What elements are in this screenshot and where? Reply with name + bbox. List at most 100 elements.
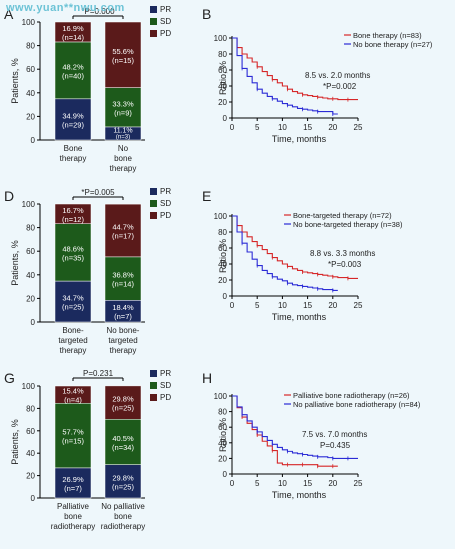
annotation-median-H: 7.5 vs. 7.0 months bbox=[302, 430, 367, 439]
x-tick-label-E: 5 bbox=[255, 301, 260, 310]
y-tick-label-A: 40 bbox=[26, 89, 35, 98]
x-tick-label-B: 20 bbox=[328, 123, 337, 132]
y-tick-label-A: 80 bbox=[26, 42, 35, 51]
bar-n-label: (n=9) bbox=[114, 108, 132, 117]
y-axis-label-D: Patients, % bbox=[10, 240, 20, 286]
annotation-median-B: 8.5 vs. 2.0 months bbox=[305, 71, 370, 80]
bar-n-label: (n=7) bbox=[64, 484, 82, 493]
y-tick-label-D: 40 bbox=[26, 271, 35, 280]
bar-n-label: (n=3) bbox=[116, 134, 130, 140]
legend-swatch-PR bbox=[150, 370, 157, 377]
bar-pct-label: 16.7% bbox=[62, 206, 84, 215]
bar-category-label: targeted bbox=[108, 336, 137, 345]
y-tick-label-D: 80 bbox=[26, 224, 35, 233]
y-tick-label-H: 80 bbox=[218, 408, 227, 417]
bar-pct-label: 48.6% bbox=[62, 244, 84, 253]
bar-n-label: (n=25) bbox=[62, 303, 84, 312]
bar-segment-D bbox=[104, 256, 142, 301]
bar-n-label: (n=14) bbox=[62, 33, 84, 42]
panel-letter-A: A bbox=[4, 6, 14, 22]
y-tick-label-D: 0 bbox=[31, 318, 36, 327]
bar-pct-label: 16.9% bbox=[62, 24, 84, 33]
y-tick-label-H: 40 bbox=[218, 439, 227, 448]
y-tick-label-G: 60 bbox=[26, 427, 35, 436]
legend-label-PR: PR bbox=[160, 187, 171, 196]
bar-n-label: (n=40) bbox=[62, 71, 84, 80]
bar-pct-label: 18.4% bbox=[112, 303, 134, 312]
bar-segment-A bbox=[104, 21, 142, 88]
bar-segment-D bbox=[54, 223, 92, 282]
legend-label-PD: PD bbox=[160, 29, 171, 38]
legend-label-E: No bone-targeted therapy (n=38) bbox=[293, 220, 403, 229]
y-tick-label-B: 40 bbox=[218, 82, 227, 91]
panel-letter-B: B bbox=[202, 6, 211, 22]
bar-pct-label: 44.7% bbox=[112, 222, 134, 231]
x-axis-label-H: Time, months bbox=[272, 490, 327, 500]
x-axis-label-B: Time, months bbox=[272, 134, 327, 144]
y-tick-label-H: 60 bbox=[218, 423, 227, 432]
legend-label-SD: SD bbox=[160, 199, 171, 208]
annotation-pvalue-E: *P=0.003 bbox=[328, 260, 362, 269]
bar-category-label: No bone- bbox=[107, 326, 140, 335]
bar-pct-label: 36.8% bbox=[112, 271, 134, 280]
bar-category-label: therapy bbox=[60, 154, 87, 163]
y-tick-label-B: 100 bbox=[214, 34, 228, 43]
bar-segment-G bbox=[104, 464, 142, 499]
bar-category-label: Palliative bbox=[57, 502, 90, 511]
pvalue-label-G: P=0.231 bbox=[83, 369, 114, 378]
bar-category-label: targeted bbox=[58, 336, 87, 345]
bar-pct-label: 29.8% bbox=[112, 395, 134, 404]
legend-label-PR: PR bbox=[160, 369, 171, 378]
bar-n-label: (n=25) bbox=[112, 404, 134, 413]
legend-swatch-PR bbox=[150, 6, 157, 13]
y-axis-label-A: Patients, % bbox=[10, 58, 20, 104]
annotation-median-E: 8.8 vs. 3.3 months bbox=[310, 249, 375, 258]
bar-category-label: bone bbox=[114, 512, 132, 521]
y-tick-label-E: 80 bbox=[218, 228, 227, 237]
bar-pct-label: 48.2% bbox=[62, 62, 84, 71]
y-tick-label-G: 40 bbox=[26, 449, 35, 458]
legend-swatch-PD bbox=[150, 212, 157, 219]
bar-segment-D bbox=[54, 280, 92, 323]
x-axis-label-E: Time, months bbox=[272, 312, 327, 322]
legend-label-PD: PD bbox=[160, 393, 171, 402]
y-tick-label-H: 20 bbox=[218, 454, 227, 463]
panel-letter-E: E bbox=[202, 188, 211, 204]
x-tick-label-E: 25 bbox=[354, 301, 363, 310]
bar-n-label: (n=4) bbox=[64, 396, 82, 405]
legend-swatch-PD bbox=[150, 30, 157, 37]
y-tick-label-E: 60 bbox=[218, 244, 227, 253]
bar-category-label: therapy bbox=[110, 346, 137, 355]
km-curve-B-1 bbox=[232, 37, 338, 115]
x-tick-label-E: 0 bbox=[230, 301, 235, 310]
y-tick-label-H: 0 bbox=[223, 470, 228, 479]
bar-n-label: (n=25) bbox=[112, 482, 134, 491]
x-tick-label-H: 0 bbox=[230, 479, 235, 488]
bar-category-label: therapy bbox=[110, 164, 137, 173]
x-tick-label-B: 25 bbox=[354, 123, 363, 132]
bar-n-label: (n=12) bbox=[62, 215, 84, 224]
y-tick-label-B: 20 bbox=[218, 98, 227, 107]
bar-segment-G bbox=[54, 402, 92, 469]
y-axis-label-G: Patients, % bbox=[10, 419, 20, 465]
y-tick-label-B: 60 bbox=[218, 66, 227, 75]
bar-category-label: Bone bbox=[64, 144, 83, 153]
y-tick-label-B: 0 bbox=[223, 114, 228, 123]
legend-swatch-SD bbox=[150, 18, 157, 25]
y-tick-label-G: 100 bbox=[22, 382, 36, 391]
x-tick-label-B: 10 bbox=[278, 123, 287, 132]
y-axis-label-E: Ratio, % bbox=[218, 239, 228, 273]
y-tick-label-G: 0 bbox=[31, 494, 36, 503]
y-tick-label-E: 0 bbox=[223, 292, 228, 301]
annotation-pvalue-B: *P=0.002 bbox=[323, 82, 357, 91]
bar-pct-label: 34.9% bbox=[62, 111, 84, 120]
legend-swatch-SD bbox=[150, 200, 157, 207]
legend-label-H: No palliative bone radiotherapy (n=84) bbox=[293, 400, 421, 409]
y-tick-label-D: 100 bbox=[22, 200, 36, 209]
legend-label-SD: SD bbox=[160, 381, 171, 390]
bar-pct-label: 11.1% bbox=[113, 127, 132, 134]
panel-letter-H: H bbox=[202, 370, 212, 386]
bar-pct-label: 26.9% bbox=[62, 475, 84, 484]
legend-label-B: No bone therapy (n=27) bbox=[353, 40, 433, 49]
bar-category-label: bone bbox=[114, 154, 132, 163]
